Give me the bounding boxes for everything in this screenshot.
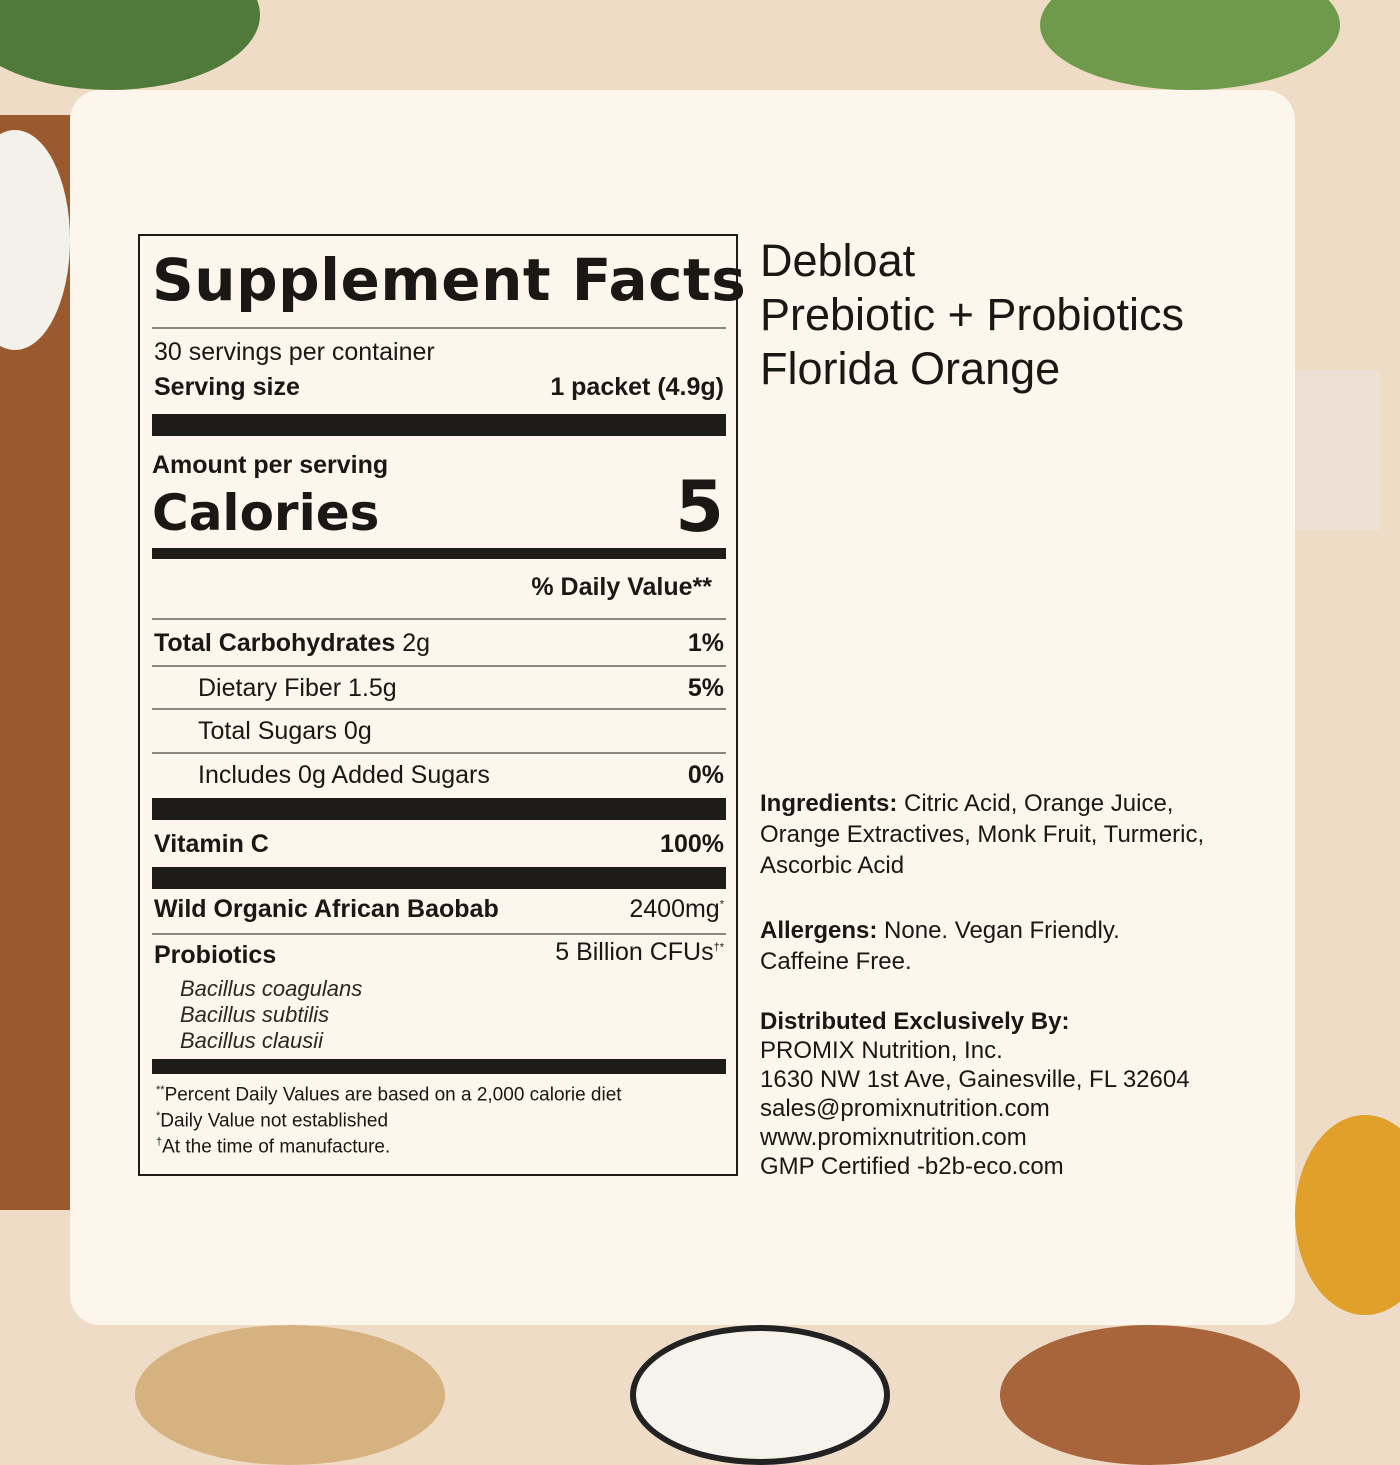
calories-label: Calories bbox=[152, 484, 380, 542]
herbs-decor bbox=[1040, 0, 1340, 90]
row-label: Probiotics bbox=[154, 941, 277, 969]
oats-decor bbox=[1000, 1325, 1300, 1465]
amount-per-serving: Amount per serving bbox=[152, 451, 389, 479]
footnote: **Percent Daily Values are based on a 2,… bbox=[156, 1084, 622, 1106]
row-label: Vitamin C bbox=[154, 830, 269, 858]
row-amount: 2400mg* bbox=[629, 895, 724, 923]
row-label: Total Carbohydrates 2g bbox=[154, 629, 431, 657]
allergens: Allergens: None. Vegan Friendly. Caffein… bbox=[760, 917, 1120, 975]
daily-value-header: % Daily Value** bbox=[531, 573, 712, 601]
species: Bacillus clausii bbox=[180, 1028, 324, 1053]
row-label: Dietary Fiber 1.5g bbox=[198, 674, 397, 702]
product-line: Florida Orange bbox=[760, 343, 1061, 394]
product-line: Debloat bbox=[760, 235, 916, 286]
info-card bbox=[70, 90, 1295, 1325]
servings-per-container: 30 servings per container bbox=[154, 338, 435, 366]
divider bbox=[152, 798, 726, 820]
calories-value: 5 bbox=[675, 466, 724, 548]
divider bbox=[152, 414, 726, 436]
footnote: *Daily Value not established bbox=[156, 1110, 389, 1132]
divider bbox=[152, 1059, 726, 1074]
product-line: Prebiotic + Probiotics bbox=[760, 289, 1184, 340]
product-name: Debloat Prebiotic + Probiotics Florida O… bbox=[760, 234, 1184, 396]
divider bbox=[152, 548, 726, 559]
row-dv: 0% bbox=[687, 761, 724, 789]
species: Bacillus subtilis bbox=[180, 1002, 330, 1027]
serving-size-value: 1 packet (4.9g) bbox=[550, 373, 724, 401]
powder-bowl-decor bbox=[630, 1325, 890, 1465]
row-label: Wild Organic African Baobab bbox=[154, 895, 499, 923]
distributor: Distributed Exclusively By: PROMIX Nutri… bbox=[760, 1008, 1190, 1180]
supplement-facts-panel: Supplement Facts 30 servings per contain… bbox=[138, 234, 746, 1176]
turmeric-decor bbox=[1295, 1115, 1400, 1315]
peanuts-decor bbox=[135, 1325, 445, 1465]
species: Bacillus coagulans bbox=[180, 976, 363, 1001]
footnote: †At the time of manufacture. bbox=[156, 1136, 391, 1158]
row-dv: 100% bbox=[660, 830, 724, 858]
ingredients: Ingredients: Citric Acid, Orange Juice, … bbox=[760, 790, 1205, 879]
row-dv: 5% bbox=[687, 674, 724, 702]
facts-title: Supplement Facts bbox=[152, 246, 747, 314]
row-label: Total Sugars 0g bbox=[198, 717, 372, 745]
salt-decor bbox=[1295, 370, 1380, 530]
row-amount: 5 Billion CFUs†* bbox=[555, 938, 724, 966]
divider bbox=[152, 867, 726, 889]
row-label: Includes 0g Added Sugars bbox=[198, 761, 490, 789]
serving-size-label: Serving size bbox=[154, 373, 300, 401]
website-link: www.promixnutrition.com bbox=[760, 1124, 1027, 1151]
email-link: sales@promixnutrition.com bbox=[760, 1095, 1050, 1122]
greens-decor bbox=[0, 0, 260, 90]
row-dv: 1% bbox=[687, 629, 724, 657]
